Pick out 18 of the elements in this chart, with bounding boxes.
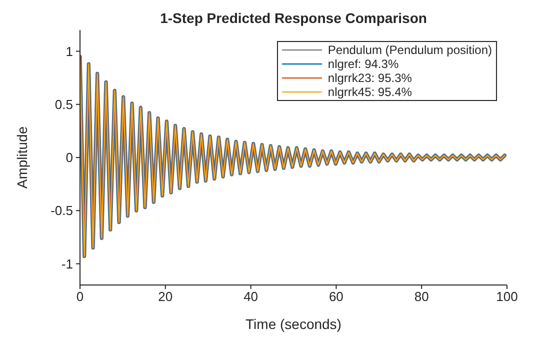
- x-tick-label: 40: [244, 289, 258, 304]
- y-tick-label: -0.5: [50, 203, 73, 218]
- x-tick-label: 20: [158, 289, 173, 304]
- y-tick-label: 0.5: [54, 96, 73, 112]
- y-axis-title: Amplitude: [14, 126, 30, 189]
- y-tick-label: 0: [66, 150, 73, 166]
- x-tick-label: 80: [414, 289, 429, 304]
- legend-label: Pendulum (Pendulum position): [328, 43, 492, 57]
- x-tick-label: 0: [76, 289, 84, 304]
- y-tick-label: 1: [66, 44, 73, 59]
- y-tick-label: -1: [61, 256, 73, 272]
- x-axis-title: Time (seconds): [246, 316, 342, 332]
- legend-label: nlgrrk45: 95.4%: [328, 85, 412, 99]
- x-tick-label: 100: [496, 289, 518, 304]
- chart-title: 1-Step Predicted Response Comparison: [159, 10, 428, 26]
- legend-label: nlgrrk23: 95.3%: [328, 71, 412, 85]
- legend-label: nlgref: 94.3%: [328, 57, 399, 71]
- x-tick-label: 60: [328, 289, 344, 304]
